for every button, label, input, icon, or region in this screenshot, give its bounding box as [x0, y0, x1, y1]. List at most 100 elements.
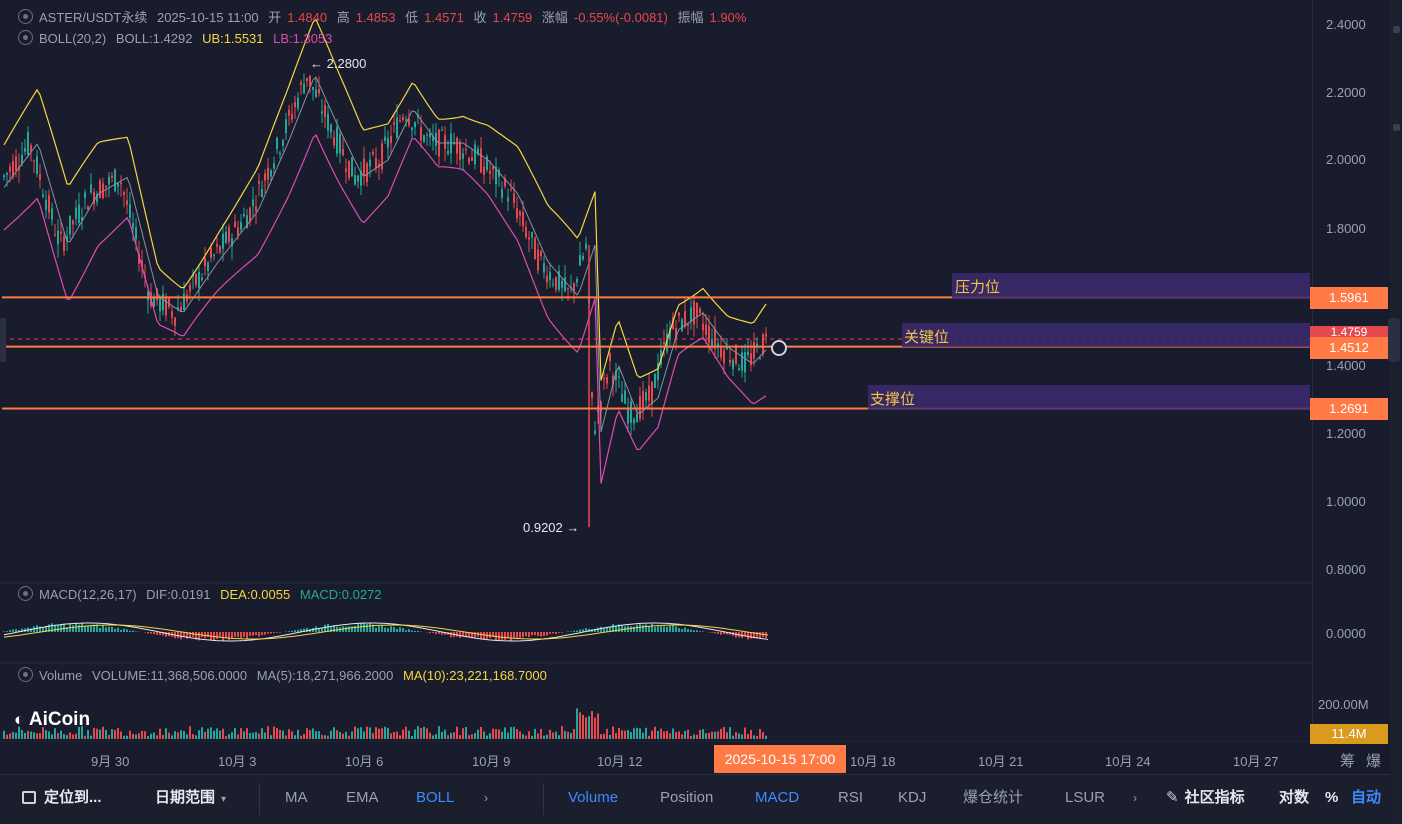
candle-body	[207, 263, 209, 271]
volume-bar	[297, 730, 299, 739]
right-collapse-handle[interactable]	[1388, 318, 1400, 362]
candle-body	[129, 204, 131, 218]
volume-bar	[357, 728, 359, 739]
macd-bar	[597, 628, 599, 632]
candle-body	[645, 392, 647, 400]
volume-bar	[720, 729, 722, 739]
candle-body	[210, 248, 212, 258]
handle-icon[interactable]	[1393, 26, 1400, 33]
volume-bar	[675, 732, 677, 739]
date-range-dropdown[interactable]: 日期范围▾	[155, 775, 226, 824]
volume-bar	[216, 728, 218, 739]
key-zone	[902, 323, 1310, 347]
volume-bar	[69, 733, 71, 739]
auto-scale-button[interactable]: 自动	[1351, 775, 1381, 824]
volume-bar	[27, 731, 29, 739]
candle-body	[711, 339, 713, 346]
log-scale-button[interactable]: 对数	[1279, 775, 1309, 824]
macd-bar	[381, 625, 383, 632]
macd-bar	[222, 632, 224, 641]
indicator-liquidation[interactable]: 爆仓统计	[963, 775, 1023, 824]
left-collapse-handle[interactable]	[0, 318, 6, 362]
candle-body	[69, 216, 71, 235]
candle-body	[84, 192, 86, 198]
candle-body	[315, 89, 317, 96]
volume-tick: 200.00M	[1318, 697, 1369, 712]
volume-bar	[141, 731, 143, 739]
macd-bar	[129, 631, 131, 632]
candle-body	[72, 221, 74, 225]
candle-body	[594, 431, 596, 434]
macd-bar	[135, 631, 137, 632]
macd-bar	[687, 629, 689, 632]
chevron-right-icon[interactable]: ›	[1133, 775, 1137, 824]
macd-bar	[57, 625, 59, 632]
macd-bar	[240, 632, 242, 638]
candle-body	[648, 385, 650, 400]
macd-bar	[72, 625, 74, 632]
indicator-rsi[interactable]: RSI	[838, 775, 863, 824]
volume-bar	[615, 733, 617, 739]
indicator-macd[interactable]: MACD	[755, 775, 799, 824]
indicator-boll[interactable]: BOLL	[416, 775, 454, 824]
price-tick: 1.8000	[1326, 221, 1366, 236]
handle-icon[interactable]	[1393, 124, 1400, 131]
support-price-tag: 1.2691	[1310, 398, 1388, 420]
candle-body	[297, 98, 299, 109]
macd-bar	[504, 632, 506, 640]
macd-bar	[552, 632, 554, 633]
indicator-ema[interactable]: EMA	[346, 775, 379, 824]
volume-bar	[564, 731, 566, 739]
price-tick: 1.4000	[1326, 358, 1366, 373]
candle-body	[33, 161, 35, 162]
macd-bar	[693, 630, 695, 632]
indicator-position[interactable]: Position	[660, 775, 713, 824]
support-label: 支撑位	[870, 388, 915, 409]
macd-bar	[345, 627, 347, 632]
liquidation-button[interactable]: 爆	[1366, 750, 1381, 771]
volume-bar	[435, 734, 437, 739]
volume-bar	[567, 732, 569, 739]
eye-icon[interactable]	[18, 30, 33, 45]
volume-bar	[489, 733, 491, 739]
volume-bar	[234, 728, 236, 739]
volume-bar	[510, 727, 512, 739]
volume-bar	[399, 735, 401, 739]
close-label: 收	[474, 10, 487, 25]
community-indicators-button[interactable]: ✎社区指标	[1166, 775, 1245, 824]
candle-body	[681, 319, 683, 331]
indicator-ma[interactable]: MA	[285, 775, 308, 824]
volume-bar	[693, 734, 695, 739]
volume-bar	[492, 729, 494, 739]
locate-button[interactable]: 定位到...	[22, 775, 102, 824]
chip-button[interactable]: 筹	[1340, 750, 1355, 771]
candle-body	[630, 402, 632, 423]
macd-bar	[576, 630, 578, 632]
volume-bar	[588, 716, 590, 739]
candle-body	[411, 128, 413, 130]
volume-bar	[75, 734, 77, 739]
candle-body	[555, 277, 557, 290]
volume-bar	[498, 729, 500, 739]
macd-bar	[636, 625, 638, 632]
indicator-volume[interactable]: Volume	[568, 775, 618, 824]
volume-bar	[258, 733, 260, 739]
volume-bar	[342, 734, 344, 739]
candlestick-chart[interactable]	[0, 0, 1312, 742]
eye-icon[interactable]	[18, 586, 33, 601]
chevron-right-icon[interactable]: ›	[484, 775, 488, 824]
volume-bar	[432, 735, 434, 739]
candle-body	[765, 334, 767, 337]
eye-icon[interactable]	[18, 9, 33, 24]
candle-body	[606, 377, 608, 383]
volume-bar	[228, 734, 230, 739]
indicator-kdj[interactable]: KDJ	[898, 775, 926, 824]
date-tick: 10月 27	[1233, 751, 1279, 770]
candle-body	[99, 180, 101, 198]
percent-scale-button[interactable]: %	[1325, 775, 1338, 824]
candle-body	[375, 158, 377, 168]
macd-bar	[711, 632, 713, 633]
volume-bar	[390, 733, 392, 739]
indicator-lsur[interactable]: LSUR	[1065, 775, 1105, 824]
eye-icon[interactable]	[18, 667, 33, 682]
